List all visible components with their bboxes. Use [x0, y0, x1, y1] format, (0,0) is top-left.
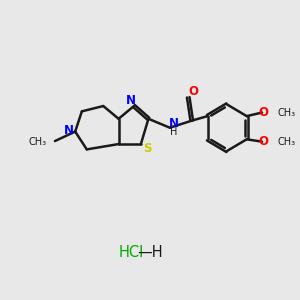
Text: N: N	[64, 124, 74, 136]
Text: O: O	[259, 106, 269, 119]
Text: N: N	[169, 117, 179, 130]
Text: O: O	[188, 85, 198, 98]
Text: N: N	[125, 94, 136, 107]
Text: CH₃: CH₃	[278, 108, 296, 118]
Text: H: H	[170, 127, 178, 137]
Text: S: S	[143, 142, 152, 155]
Text: HCl: HCl	[119, 245, 144, 260]
Text: CH₃: CH₃	[28, 137, 46, 147]
Text: —H: —H	[138, 245, 163, 260]
Text: CH₃: CH₃	[278, 137, 296, 147]
Text: O: O	[259, 135, 269, 148]
